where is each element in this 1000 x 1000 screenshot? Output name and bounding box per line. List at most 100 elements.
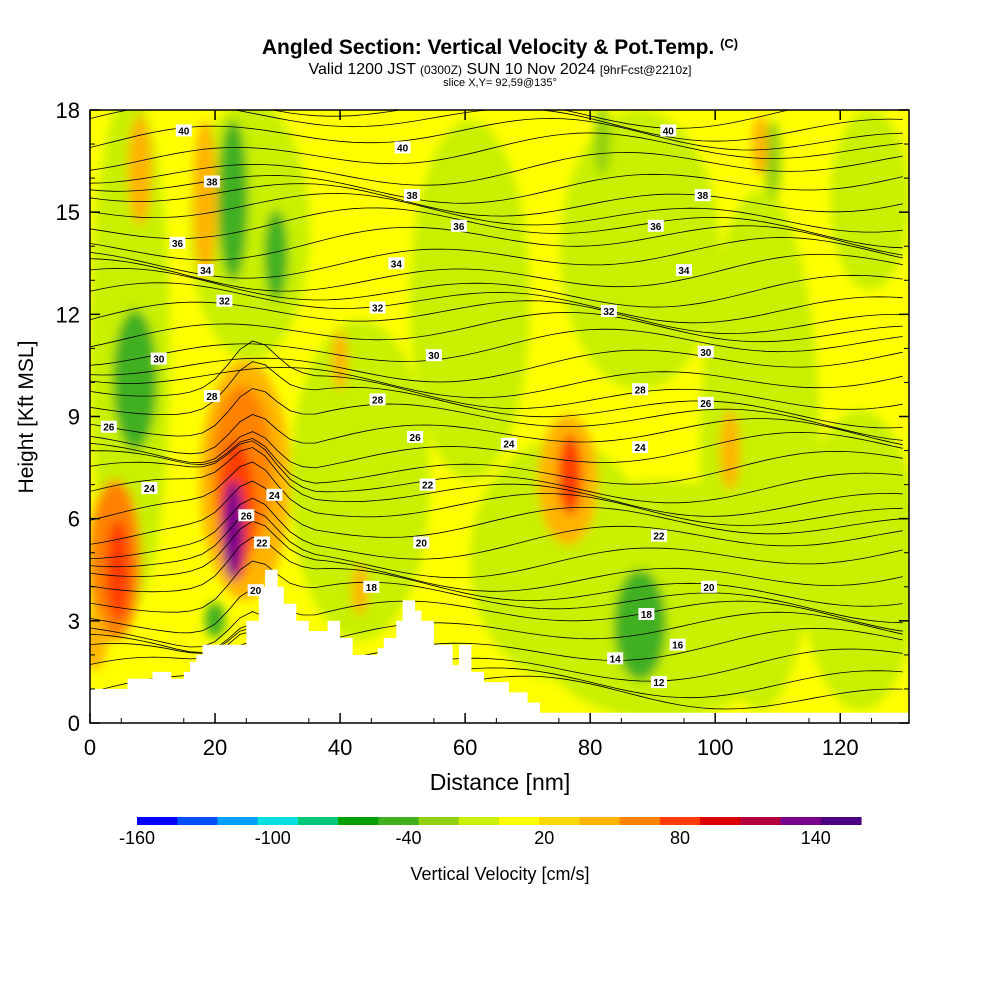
contour-label-bg xyxy=(150,352,167,365)
velocity-zone xyxy=(223,480,243,580)
contour-label: 12 xyxy=(653,678,665,689)
colorbar-ticks: -160 -100 -40 20 80 140 xyxy=(119,828,831,848)
contour-label-bg xyxy=(363,580,380,593)
valid-time: Valid 1200 JST xyxy=(308,61,416,78)
theta-contour-labels: 40 38 36 34 32 30 28 26 24 26 24 22 20 40 38 36 34 32 30 28… xyxy=(100,124,717,689)
velocity-zone xyxy=(106,520,130,620)
theta-contour-line xyxy=(90,328,903,366)
contour-label: 24 xyxy=(635,443,647,454)
contour-label-bg xyxy=(175,124,192,137)
contour-label-bg xyxy=(607,652,624,665)
plot-area: 40 38 36 34 32 30 28 26 24 26 24 22 20 40 38 36 34 32 30 28… xyxy=(90,110,909,723)
theta-contour-line xyxy=(90,414,903,455)
colorbar-swatch xyxy=(539,817,581,825)
theta-contour-line xyxy=(90,461,903,526)
contour-label-bg xyxy=(403,189,420,202)
colorbar-tick-label: -160 xyxy=(119,828,155,848)
colorbar-tick-label: 140 xyxy=(801,828,831,848)
colorbar-swatch xyxy=(499,817,540,825)
contour-label: 20 xyxy=(703,583,715,594)
theta-contour-line xyxy=(90,132,903,171)
x-tick-label: 80 xyxy=(578,735,602,760)
x-tick-label: 120 xyxy=(822,735,859,760)
chart-title-units: (C) xyxy=(720,36,739,51)
colorbar-swatch xyxy=(297,817,339,825)
y-tick-label: 15 xyxy=(56,200,80,225)
contour-label-bg xyxy=(253,536,270,549)
colorbar-swatch xyxy=(579,817,621,825)
contour-label: 24 xyxy=(503,440,515,451)
velocity-zone xyxy=(332,330,348,390)
contour-label-bg xyxy=(394,141,411,154)
contour-label: 36 xyxy=(650,222,662,233)
colorbar-swatch xyxy=(257,817,299,825)
contour-label: 30 xyxy=(153,355,165,366)
y-tick-label: 18 xyxy=(56,98,80,123)
theta-contour-line xyxy=(90,520,903,592)
chart-subtitle: Valid 1200 JST (0300Z) SUN 10 Nov 2024 [… xyxy=(0,61,1000,79)
contour-label: 36 xyxy=(453,222,465,233)
contour-label: 16 xyxy=(672,641,684,652)
contour-label-bg xyxy=(500,437,517,450)
contour-label-bg xyxy=(100,420,117,433)
velocity-zone xyxy=(264,210,288,300)
theta-contour-line xyxy=(90,437,903,485)
y-tick-label: 3 xyxy=(68,609,80,634)
contour-label-bg xyxy=(632,441,649,454)
velocity-zone xyxy=(752,115,768,175)
contour-label: 20 xyxy=(250,586,262,597)
contour-label: 38 xyxy=(697,191,709,202)
contour-label-bg xyxy=(369,393,386,406)
theta-contour-line xyxy=(90,192,903,233)
velocity-zone xyxy=(700,190,820,710)
theta-contour-line xyxy=(90,361,903,429)
theta-contour-line xyxy=(271,110,791,129)
contour-label-bg xyxy=(425,349,442,362)
theta-contour-line xyxy=(90,388,903,441)
velocity-zone xyxy=(290,320,430,640)
contour-label-bg xyxy=(266,488,283,501)
contour-label: 22 xyxy=(422,481,434,492)
theta-contour-line xyxy=(90,431,903,469)
contour-label-bg xyxy=(669,638,686,651)
contour-label: 32 xyxy=(372,304,384,315)
contour-label: 24 xyxy=(144,484,156,495)
colorbar-swatch xyxy=(137,817,178,825)
velocity-zone xyxy=(720,410,740,490)
x-tick-label: 100 xyxy=(697,735,734,760)
contour-label-bg xyxy=(638,608,655,621)
velocity-zone xyxy=(830,110,909,290)
contour-label: 24 xyxy=(269,491,281,502)
contour-label-bg xyxy=(247,584,264,597)
velocity-zone xyxy=(410,120,530,480)
contour-label: 26 xyxy=(700,399,712,410)
theta-contour-line xyxy=(90,253,903,292)
theta-contour-line xyxy=(90,311,903,348)
contour-label: 22 xyxy=(256,539,268,550)
colorbar-swatch xyxy=(177,817,219,825)
contour-label-bg xyxy=(650,676,667,689)
contour-label-bg xyxy=(675,264,692,277)
velocity-zone xyxy=(113,310,157,450)
contour-label-bg xyxy=(413,536,430,549)
contour-label: 30 xyxy=(700,348,712,359)
contour-label: 34 xyxy=(200,266,212,277)
contour-label: 22 xyxy=(653,532,665,543)
velocity-zone xyxy=(594,110,610,175)
contour-label-bg xyxy=(407,430,424,443)
colorbar-tick-label: 80 xyxy=(670,828,690,848)
contour-label: 28 xyxy=(206,392,218,403)
velocity-zone xyxy=(352,565,368,615)
theta-contour-line xyxy=(90,117,903,151)
colorbar-tick-label: -100 xyxy=(255,828,291,848)
contour-label-bg xyxy=(197,264,214,277)
theta-contour-line xyxy=(90,237,903,279)
y-tick-label: 9 xyxy=(68,405,80,430)
contour-label: 36 xyxy=(172,239,184,250)
theta-contour-line xyxy=(90,366,903,399)
colorbar xyxy=(137,817,862,825)
contour-label-bg xyxy=(700,580,717,593)
contour-label-bg xyxy=(650,529,667,542)
